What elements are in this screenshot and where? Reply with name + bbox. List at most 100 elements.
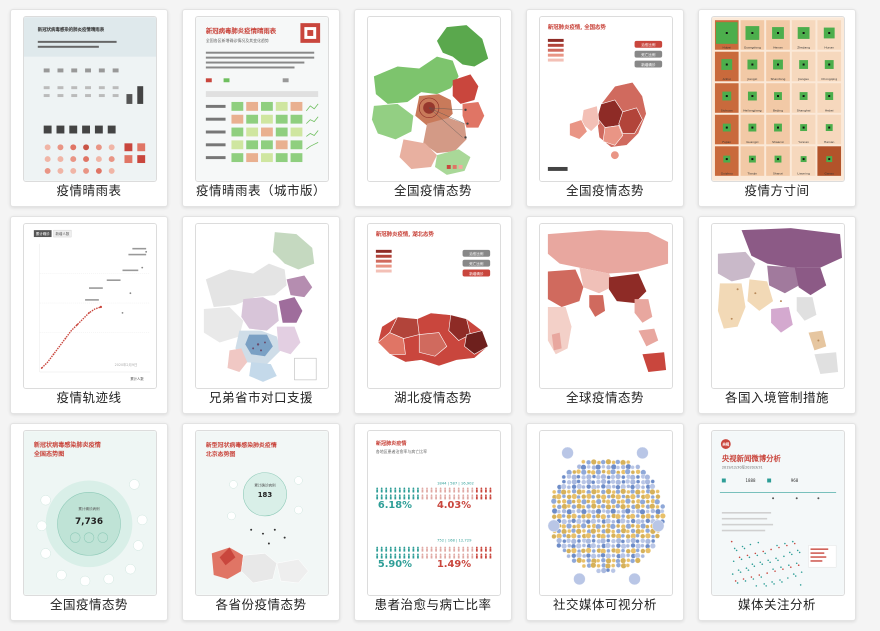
post-bubble — [562, 548, 567, 553]
post-bubble — [620, 527, 627, 534]
post-bubble — [601, 524, 606, 529]
post-bubble — [562, 539, 567, 544]
post-bubble — [649, 489, 656, 495]
person-icon — [480, 546, 483, 549]
post-bubble — [605, 553, 612, 559]
person-icon-body — [475, 489, 478, 493]
china-choropleth-preview — [368, 17, 500, 181]
card-label: 全国疫情态势 — [393, 183, 472, 198]
post-bubble — [649, 483, 656, 490]
post-bubble — [625, 563, 630, 568]
card-label: 疫情轨迹线 — [56, 390, 122, 405]
post-bubble — [596, 460, 602, 465]
person-icon-body — [480, 548, 483, 552]
post-bubble — [655, 508, 661, 515]
person-icon-body — [421, 489, 424, 493]
cluster-bubble — [573, 572, 586, 586]
scatter-point — [739, 571, 742, 573]
gallery-card-media-attention-analysis[interactable]: 央视 央视新闻微博分析 2019/12/30至2020/3/31 1888 96… — [698, 423, 856, 621]
scatter-point — [758, 574, 761, 576]
post-bubble — [591, 548, 596, 554]
person-icon — [394, 487, 397, 490]
gallery-card-recovery-death-ratio[interactable]: 新冠肺炎疫情 各地区患者治愈率与病亡比率 1844 | 587 | 16,902… — [354, 423, 512, 621]
gallery-card-province-situation[interactable]: 新型冠状病毒感染肺炎疫情 北京态势图 累计确诊病例 183 各省份疫情态势 — [182, 423, 340, 621]
person-icon — [453, 487, 456, 490]
post-bubble — [576, 498, 582, 504]
thumb-date: 2020年2月9日 — [115, 362, 138, 367]
thumb-subtitle: 各地区患者治愈率与病亡比率 — [376, 449, 427, 454]
post-bubble — [601, 464, 606, 469]
death-square — [777, 63, 779, 66]
gallery-card-national-situation-circle[interactable]: 新冠状病毒感染肺炎疫情 全国态势图 累计确诊病例 7,736 全国疫情态势 — [10, 423, 168, 621]
thumb-xlabel: 累计人数 — [130, 376, 144, 381]
person-icon — [417, 487, 419, 490]
province-name: Guangdong — [744, 45, 761, 49]
person-icon — [444, 553, 447, 556]
post-bubble — [625, 463, 632, 470]
post-bubble — [650, 514, 655, 519]
post-bubble — [629, 493, 636, 500]
person-icon — [426, 546, 428, 549]
person-icon-body — [448, 548, 451, 552]
post-bubble — [580, 513, 586, 519]
post-bubble — [639, 499, 646, 505]
card-label: 全国疫情态势 — [49, 597, 128, 612]
gallery-card-epidemic-squares[interactable]: Hubei Guangdong Henan Zhejiang Hunan Anhui Jia… — [698, 9, 856, 207]
person-icon — [407, 494, 410, 497]
person-icon — [480, 487, 483, 490]
scatter-point — [762, 550, 765, 553]
post-bubble — [606, 464, 612, 470]
post-bubble — [626, 558, 631, 563]
post-bubble — [659, 513, 666, 519]
province-name: Guizhou — [721, 171, 733, 175]
thumbnail — [195, 223, 329, 389]
person-icon — [389, 487, 392, 490]
post-bubble — [556, 513, 563, 520]
gallery-card-entry-control-measures[interactable]: 各国入境管制措施 — [698, 216, 856, 414]
thumb-title: 新冠肺炎疫情, 湖北态势 — [376, 230, 435, 238]
post-bubble — [560, 483, 567, 490]
person-icon-body — [380, 496, 383, 500]
post-bubble — [615, 528, 621, 534]
post-bubble — [615, 473, 622, 480]
person-icon — [453, 553, 456, 556]
post-bubble — [580, 522, 587, 529]
thumbnail: Hubei Guangdong Henan Zhejiang Hunan Anhui Jia… — [711, 16, 845, 182]
person-icon — [475, 546, 478, 549]
province-name: Henan — [773, 45, 783, 49]
post-bubble — [606, 538, 611, 543]
post-bubble — [581, 504, 586, 510]
scatter-point — [766, 572, 768, 574]
person-icon — [380, 553, 383, 556]
gallery-card-global-situation[interactable]: 全球疫情态势 — [526, 216, 684, 414]
post-bubble — [571, 488, 577, 494]
person-icon-body — [394, 555, 397, 559]
person-icon — [430, 494, 433, 497]
gallery-card-epidemic-trajectory[interactable]: 累计确诊 新增人数 2020年2月9日 累计人数 疫情轨迹线 — [10, 216, 168, 414]
gallery-card-sister-province-support[interactable]: 兄弟省市对口支援 — [182, 216, 340, 414]
post-bubble — [655, 494, 661, 500]
person-icon — [448, 553, 451, 556]
entry-control-map-preview — [712, 224, 844, 388]
thumbnail — [539, 430, 673, 596]
gallery-card-hubei-situation[interactable]: 新冠肺炎疫情, 湖北态势 治愈比例 死亡比例 新增确诊 湖北疫情态势 — [354, 216, 512, 414]
post-bubble — [635, 469, 641, 475]
post-bubble — [595, 469, 602, 475]
post-bubble — [561, 543, 567, 550]
gallery-card-barometer-city[interactable]: 新冠病毒肺炎疫情晴雨表 全国各区新增确诊情况及其变化趋势 疫情晴雨表（城市版） — [182, 9, 340, 207]
post-bubble — [615, 513, 621, 520]
gallery-card-national-situation-ratio[interactable]: 新冠肺炎疫情, 全国态势 治愈比例 死亡比例 新增确诊 — [526, 9, 684, 207]
scatter-point — [763, 583, 765, 585]
cluster-bubble — [547, 519, 560, 532]
gallery-card-national-situation-map[interactable]: 全国疫情态势 — [354, 9, 512, 207]
post-bubble — [570, 538, 577, 545]
thumbnail — [367, 16, 501, 182]
scatter-point — [756, 554, 759, 557]
person-icon-body — [417, 555, 419, 559]
post-bubble — [634, 503, 641, 510]
scatter-point — [789, 551, 791, 554]
gallery-card-social-media-analysis[interactable]: 社交媒体可视分析 — [526, 423, 684, 621]
post-bubble — [630, 518, 636, 524]
gallery-card-epidemic-barometer[interactable]: 新冠状病毒感染的肺炎疫情晴雨表 — [10, 9, 168, 207]
post-bubble — [630, 528, 636, 534]
